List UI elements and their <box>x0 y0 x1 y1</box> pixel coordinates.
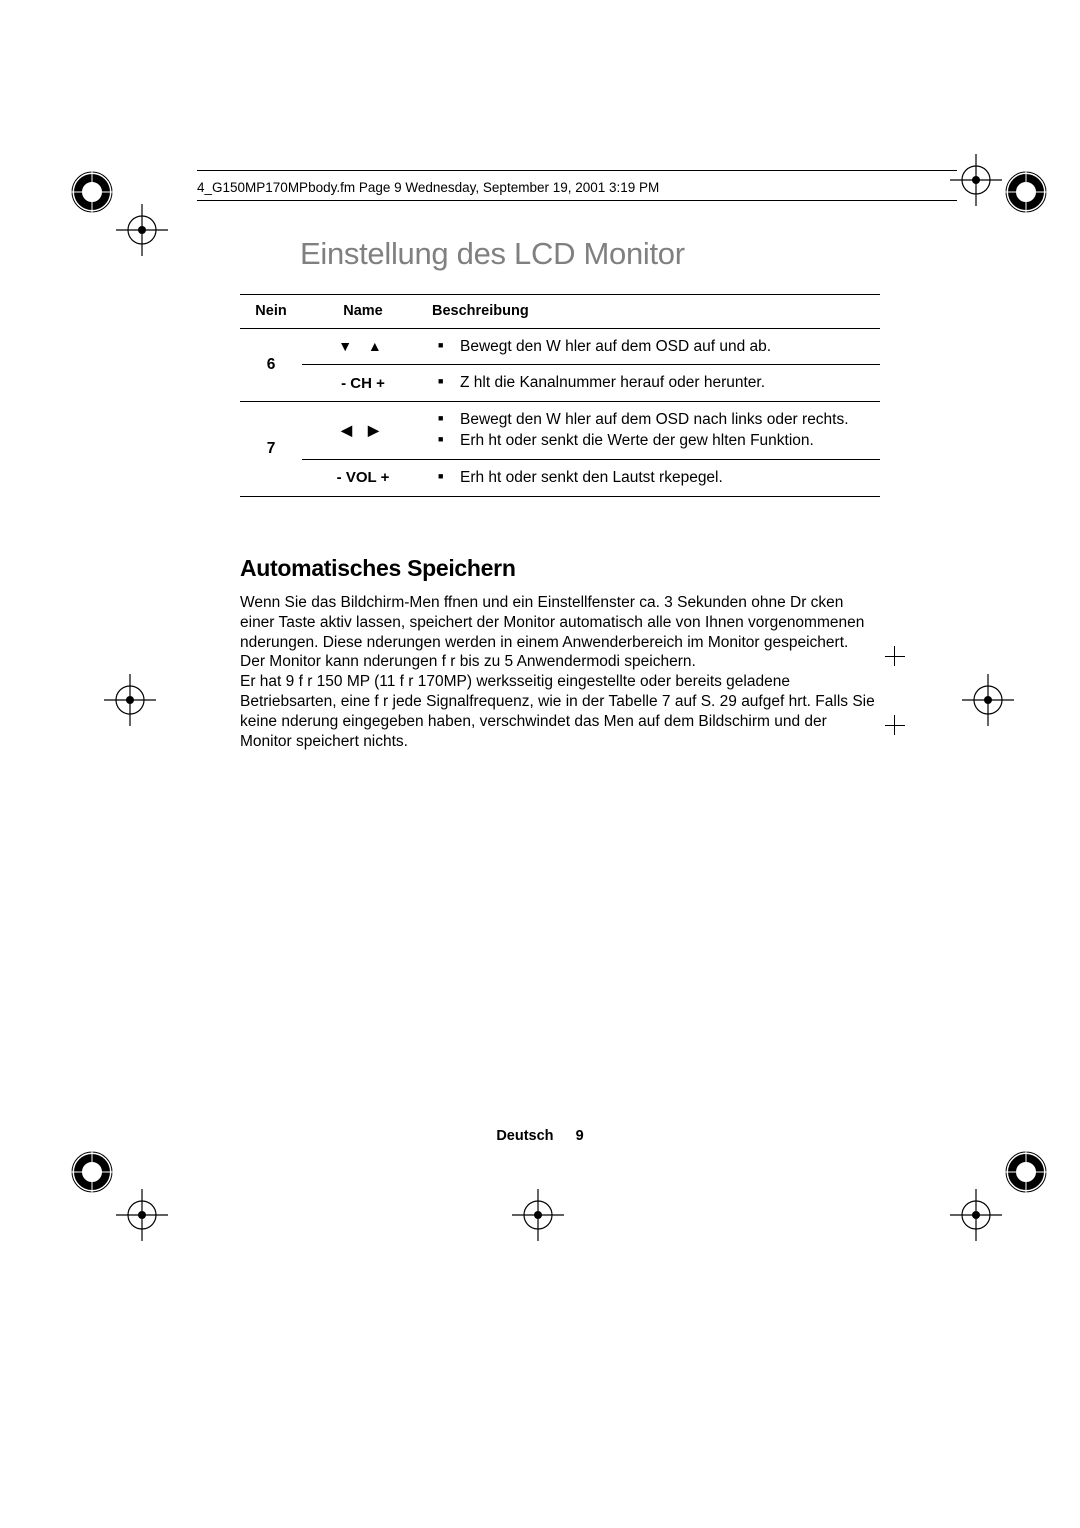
tick-mark <box>894 646 895 666</box>
page: 4_G150MP170MPbody.fm Page 9 Wednesday, S… <box>0 0 1080 1528</box>
left-right-arrow-icon: ◀ ▶ <box>341 422 384 438</box>
row-name-sub: - CH + <box>302 365 424 402</box>
tick-mark <box>885 725 905 726</box>
row-name-sub: - VOL + <box>302 459 424 496</box>
crop-mark-icon <box>112 200 172 260</box>
desc-item: Bewegt den W hler auf dem OSD nach links… <box>432 410 872 430</box>
th-desc: Beschreibung <box>424 295 880 329</box>
desc-item: Erh ht oder senkt den Lautst rkepegel. <box>432 468 872 488</box>
row-desc: Bewegt den W hler auf dem OSD nach links… <box>424 402 880 460</box>
body-para: Er hat 9 f r 150 MP (11 f r 170MP) werks… <box>240 672 880 751</box>
crop-mark-icon <box>958 670 1018 730</box>
subsection-heading: Automatisches Speichern <box>240 555 516 582</box>
body-para: Wenn Sie das Bildchirm-Men ffnen und ein… <box>240 593 880 652</box>
controls-table: Nein Name Beschreibung 6 ▼ ▲ Bewegt den … <box>240 294 880 497</box>
th-name: Name <box>302 295 424 329</box>
header-rule <box>197 200 957 201</box>
crop-mark-icon <box>946 150 1006 210</box>
crop-mark-icon <box>100 670 160 730</box>
footer-language: Deutsch <box>496 1128 553 1144</box>
body-text: Wenn Sie das Bildchirm-Men ffnen und ein… <box>240 593 880 752</box>
tick-mark <box>894 715 895 735</box>
tick-mark <box>885 656 905 657</box>
row-desc: Bewegt den W hler auf dem OSD auf und ab… <box>424 328 880 365</box>
crop-mark-icon <box>508 1185 568 1245</box>
crop-mark-icon <box>946 1185 1006 1245</box>
row-no: 7 <box>240 402 302 496</box>
body-para: Der Monitor kann nderungen f r bis zu 5 … <box>240 652 880 672</box>
section-title: Einstellung des LCD Monitor <box>300 236 685 272</box>
desc-item: Bewegt den W hler auf dem OSD auf und ab… <box>432 337 872 357</box>
row-no: 6 <box>240 328 302 402</box>
th-no: Nein <box>240 295 302 329</box>
desc-item: Erh ht oder senkt die Werte der gew hlte… <box>432 431 872 451</box>
row-name-icons: ▼ ▲ <box>302 328 424 365</box>
header-rule <box>197 170 957 171</box>
row-name-icons: ◀ ▶ <box>302 402 424 460</box>
row-desc: Z hlt die Kanalnummer herauf oder herunt… <box>424 365 880 402</box>
footer-page-number: 9 <box>576 1128 584 1144</box>
up-down-arrow-icon: ▼ ▲ <box>338 338 388 354</box>
crop-mark-icon <box>112 1185 172 1245</box>
page-footer: Deutsch 9 <box>0 1128 1080 1144</box>
row-desc: Erh ht oder senkt den Lautst rkepegel. <box>424 459 880 496</box>
desc-item: Z hlt die Kanalnummer herauf oder herunt… <box>432 373 872 393</box>
header-filename: 4_G150MP170MPbody.fm Page 9 Wednesday, S… <box>197 180 659 195</box>
